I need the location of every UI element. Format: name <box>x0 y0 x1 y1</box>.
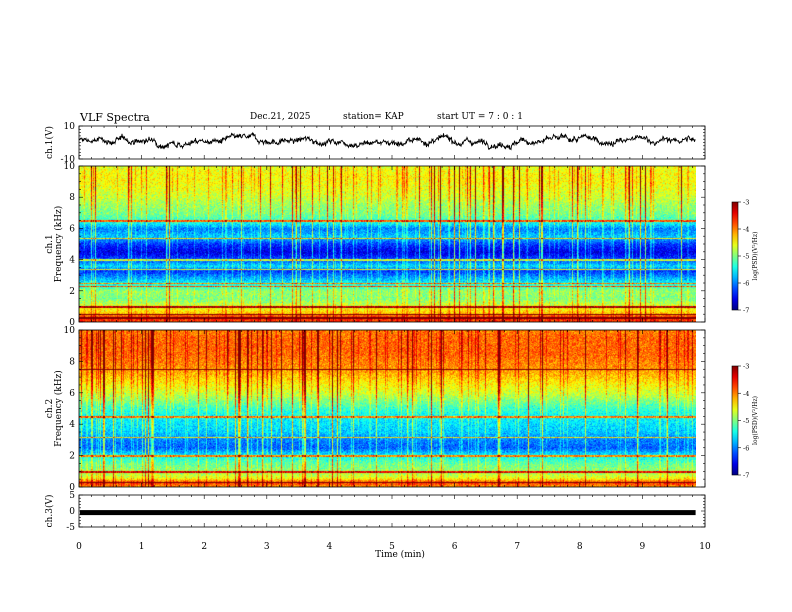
x-tick-label: 10 <box>699 542 711 552</box>
chart-title: VLF Spectra <box>80 111 150 124</box>
colorbar-ch1 <box>731 201 739 311</box>
y-tick-label: -10 <box>61 155 76 165</box>
x-tick-label: 3 <box>264 542 270 552</box>
x-tick-label: 2 <box>201 542 207 552</box>
y-axis-label: ch.1(V) <box>44 126 55 159</box>
ch1-waveform-line <box>78 131 696 151</box>
y-tick-label: 4 <box>69 420 75 430</box>
y-axis-label: Frequency (kHz) <box>53 206 64 283</box>
colorbar-tick-label: -3 <box>743 199 749 207</box>
y-tick-label: 10 <box>64 326 76 336</box>
station-label: station= KAP <box>343 112 404 122</box>
y-tick-label: 10 <box>64 122 76 132</box>
colorbar-tick-label: -7 <box>743 472 749 480</box>
spectrogram-image-ch1 <box>79 166 696 322</box>
x-tick-label: 1 <box>139 542 145 552</box>
y-axis-label: Frequency (kHz) <box>53 370 64 447</box>
colorbar-label: log(PSD)(V²/Hz) <box>752 232 759 281</box>
x-tick-label: 4 <box>327 542 333 552</box>
x-tick-label: 5 <box>389 542 395 552</box>
y-tick-label: 0 <box>69 483 75 493</box>
y-tick-label: 2 <box>69 452 75 462</box>
y-tick-label: 5 <box>69 491 75 501</box>
y-tick-label: 0 <box>69 507 75 517</box>
y-tick-label: 6 <box>69 389 75 399</box>
y-axis-label: ch.2 <box>45 399 55 418</box>
date-label: Dec.21, 2025 <box>250 112 311 122</box>
colorbar-tick-label: -5 <box>743 417 749 425</box>
spectrogram-image-ch2 <box>79 330 696 487</box>
y-axis-label: ch.3(V) <box>44 495 55 528</box>
y-tick-label: 8 <box>69 357 75 367</box>
colorbar-tick-label: -4 <box>743 226 749 234</box>
x-axis-label: Time (min) <box>375 549 425 560</box>
colorbar-ch2 <box>731 365 739 476</box>
y-tick-label: 8 <box>69 193 75 203</box>
x-tick-label: 9 <box>640 542 646 552</box>
colorbar-tick-label: -3 <box>743 363 749 371</box>
colorbar-tick-label: -5 <box>743 253 749 261</box>
x-tick-label: 8 <box>577 542 583 552</box>
y-tick-label: -5 <box>66 523 75 533</box>
colorbar-tick-label: -6 <box>743 444 749 452</box>
colorbar-tick-label: -4 <box>743 390 749 398</box>
x-tick-label: 6 <box>452 542 458 552</box>
y-tick-label: 10 <box>64 162 76 172</box>
y-tick-label: 0 <box>69 318 75 328</box>
colorbar-tick-label: -7 <box>743 307 749 315</box>
y-axis-label: ch.1 <box>45 234 55 253</box>
x-tick-label: 7 <box>514 542 520 552</box>
y-tick-label: 6 <box>69 224 75 234</box>
colorbar-tick-label: -6 <box>743 280 749 288</box>
y-tick-label: 2 <box>69 287 75 297</box>
start-ut-label: start UT = 7 : 0 : 1 <box>437 112 523 122</box>
x-tick-label: 0 <box>76 542 82 552</box>
colorbar-label: log(PSD)(V²/Hz) <box>752 396 759 445</box>
ch3-waveform-line <box>80 510 696 516</box>
y-tick-label: 4 <box>69 256 75 266</box>
